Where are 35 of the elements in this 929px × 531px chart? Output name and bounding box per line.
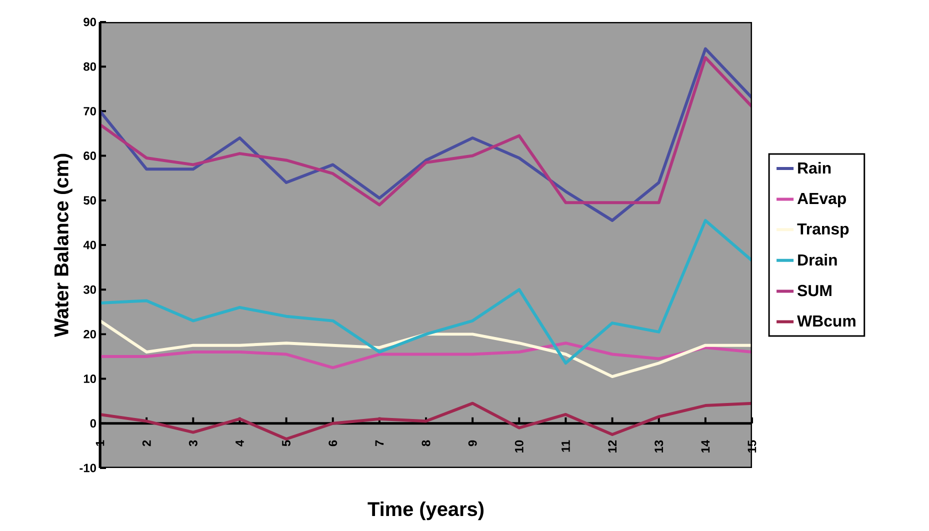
x-tick-label: 11 bbox=[562, 440, 570, 452]
x-axis-title: Time (years) bbox=[368, 502, 484, 520]
x-tick-label: 5 bbox=[282, 440, 290, 446]
legend-label: Drain bbox=[798, 254, 837, 266]
y-tick-label: 50 bbox=[84, 196, 96, 205]
x-tick-label: 8 bbox=[422, 440, 430, 446]
y-tick-label: 80 bbox=[84, 62, 96, 71]
y-axis-title: Water Balance (cm) bbox=[54, 154, 72, 338]
legend-label: Rain bbox=[798, 162, 831, 174]
y-tick-label: -10 bbox=[80, 464, 96, 472]
x-tick-label: 10 bbox=[514, 440, 524, 452]
legend-label: WBcum bbox=[797, 316, 856, 327]
y-tick-label: 0 bbox=[90, 419, 96, 428]
legend-label: Transp bbox=[797, 223, 849, 238]
y-tick-label: 60 bbox=[84, 152, 96, 160]
legend-label: AEvap bbox=[797, 193, 846, 208]
x-tick-label: 2 bbox=[142, 440, 151, 446]
y-tick-label: 70 bbox=[84, 106, 96, 116]
y-tick-label: 10 bbox=[84, 374, 96, 384]
y-tick-label: 40 bbox=[83, 240, 96, 250]
x-tick-label: 3 bbox=[188, 440, 198, 446]
line-series bbox=[100, 218, 752, 365]
line-series bbox=[100, 319, 752, 378]
x-tick-label: 14 bbox=[701, 440, 710, 452]
x-tick-label: 4 bbox=[236, 440, 244, 446]
legend-label: SUM bbox=[797, 284, 832, 296]
x-tick-label: 9 bbox=[468, 440, 477, 446]
y-tick-label: 30 bbox=[83, 285, 96, 294]
y-tick-label: 90 bbox=[84, 18, 96, 26]
x-tick-label: 7 bbox=[375, 440, 384, 446]
y-tick-label: 20 bbox=[84, 330, 96, 338]
x-tick-label: 6 bbox=[328, 440, 338, 446]
x-tick-label: 13 bbox=[654, 440, 664, 452]
x-tick-label: 12 bbox=[608, 440, 616, 452]
line-series bbox=[100, 402, 752, 440]
